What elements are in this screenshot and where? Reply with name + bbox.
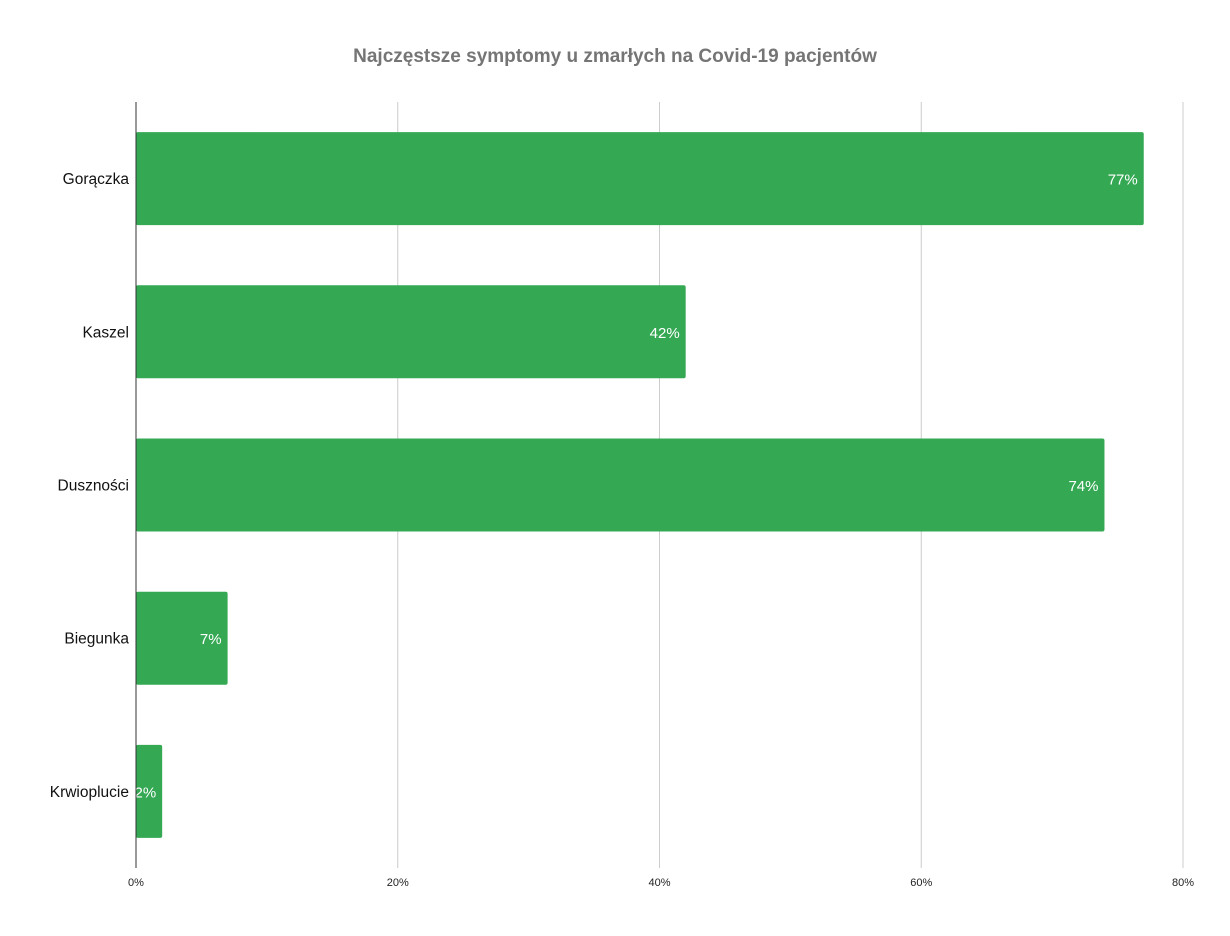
bar — [136, 591, 228, 685]
x-tick-label: 40% — [648, 877, 670, 889]
chart-title: Najczęstsze symptomy u zmarłych na Covid… — [353, 46, 877, 67]
y-tick-label: Kaszel — [82, 324, 129, 341]
data-label: 42% — [650, 325, 680, 342]
y-tick-label: Krwioplucie — [50, 784, 129, 801]
x-tick-label: 20% — [387, 877, 409, 889]
x-tick-label: 0% — [128, 877, 144, 889]
y-tick-label: Biegunka — [64, 631, 129, 648]
bar — [136, 744, 163, 838]
y-tick-label: Gorączka — [63, 171, 130, 188]
x-tick-label: 60% — [910, 877, 932, 889]
x-tick-label: 80% — [1172, 877, 1194, 889]
bar — [136, 438, 1105, 532]
data-label: 2% — [134, 784, 156, 801]
y-tick-label: Duszności — [58, 478, 130, 495]
bar — [136, 132, 1144, 226]
bar — [136, 285, 686, 379]
data-label: 74% — [1068, 478, 1098, 495]
data-label: 77% — [1108, 172, 1138, 189]
data-label: 7% — [200, 631, 222, 648]
